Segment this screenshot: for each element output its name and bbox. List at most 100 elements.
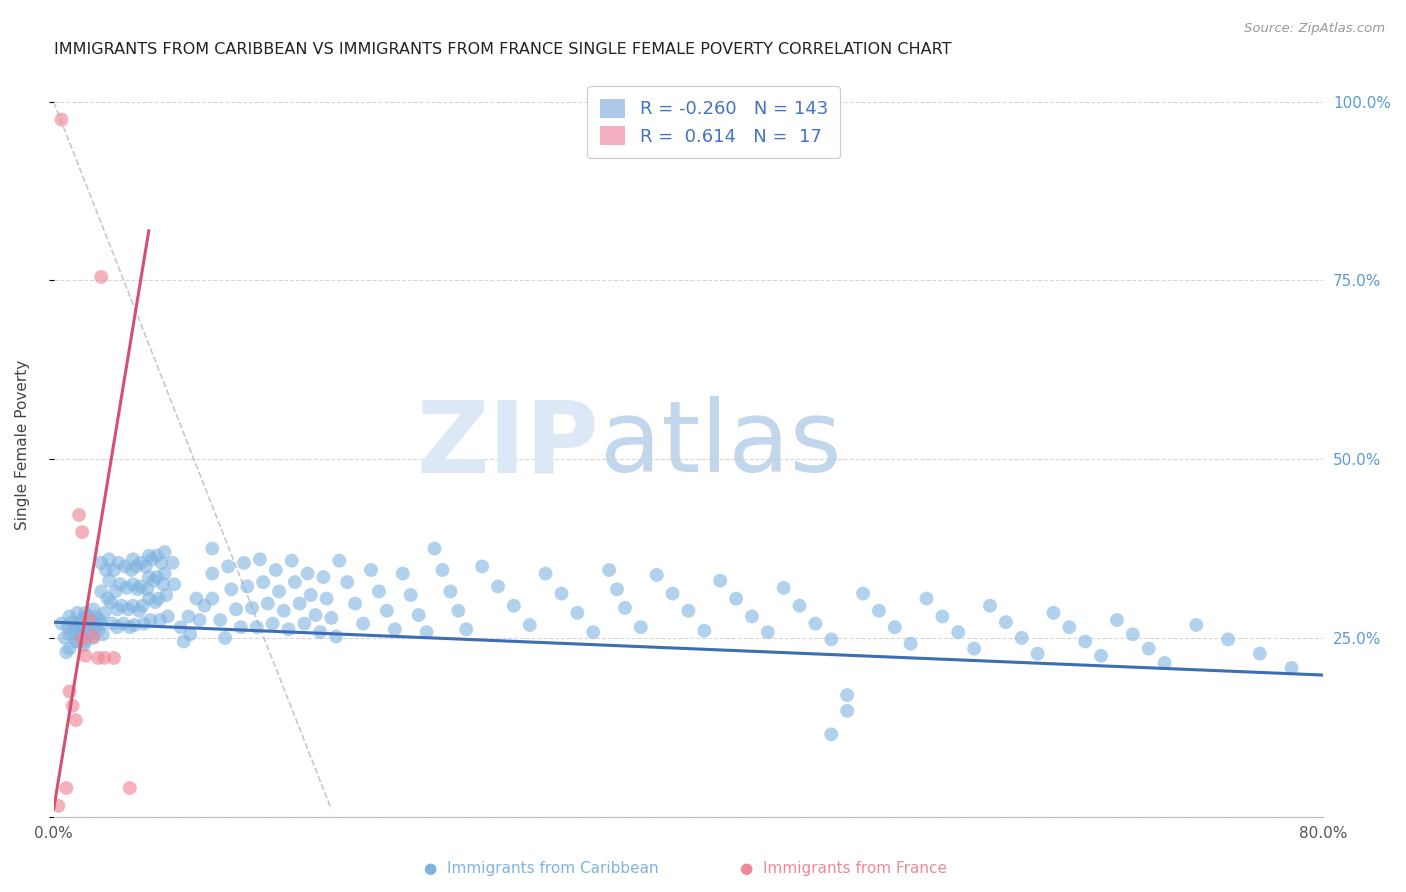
Point	[384, 623, 406, 637]
Point	[120, 563, 142, 577]
Point	[129, 556, 152, 570]
Point	[883, 620, 905, 634]
Point	[606, 582, 628, 597]
Point	[979, 599, 1001, 613]
Point	[900, 637, 922, 651]
Point	[408, 607, 430, 622]
Point	[360, 563, 382, 577]
Point	[193, 599, 215, 613]
Point	[772, 581, 794, 595]
Point	[852, 586, 875, 600]
Point	[146, 570, 169, 584]
Point	[312, 570, 335, 584]
Point	[217, 559, 239, 574]
Point	[66, 634, 89, 648]
Point	[177, 609, 200, 624]
Point	[534, 566, 557, 581]
Point	[62, 698, 84, 713]
Point	[66, 606, 89, 620]
Point	[55, 645, 77, 659]
Point	[948, 625, 970, 640]
Point	[273, 604, 295, 618]
Point	[136, 582, 159, 597]
Y-axis label: Single Female Poverty: Single Female Poverty	[15, 359, 30, 530]
Point	[83, 620, 105, 634]
Point	[567, 606, 589, 620]
Point	[415, 625, 437, 640]
Point	[73, 638, 96, 652]
Point	[221, 582, 243, 597]
Point	[93, 651, 115, 665]
Point	[375, 604, 398, 618]
Point	[225, 602, 247, 616]
Point	[582, 625, 605, 640]
Point	[94, 563, 117, 577]
Point	[280, 554, 302, 568]
Point	[125, 559, 148, 574]
Point	[58, 684, 80, 698]
Point	[107, 556, 129, 570]
Point	[209, 613, 232, 627]
Point	[129, 579, 152, 593]
Point	[114, 559, 136, 574]
Point	[122, 599, 145, 613]
Point	[63, 624, 86, 638]
Text: Source: ZipAtlas.com: Source: ZipAtlas.com	[1244, 22, 1385, 36]
Point	[264, 563, 287, 577]
Point	[138, 570, 160, 584]
Point	[156, 609, 179, 624]
Point	[201, 591, 224, 606]
Point	[236, 579, 259, 593]
Point	[336, 575, 359, 590]
Point	[53, 631, 76, 645]
Point	[110, 577, 132, 591]
Point	[80, 613, 103, 627]
Point	[70, 613, 93, 627]
Point	[98, 574, 121, 588]
Point	[267, 584, 290, 599]
Point	[55, 780, 77, 795]
Point	[613, 600, 636, 615]
Point	[297, 566, 319, 581]
Point	[804, 616, 827, 631]
Point	[103, 563, 125, 577]
Point	[70, 632, 93, 647]
Point	[820, 727, 842, 741]
Point	[439, 584, 461, 599]
Point	[82, 631, 104, 645]
Text: atlas: atlas	[599, 396, 841, 493]
Point	[77, 613, 100, 627]
Point	[75, 648, 97, 663]
Point	[837, 688, 859, 702]
Point	[58, 641, 80, 656]
Point	[90, 584, 112, 599]
Text: ●  Immigrants from France: ● Immigrants from France	[740, 861, 948, 876]
Point	[122, 552, 145, 566]
Point	[91, 627, 114, 641]
Point	[163, 577, 186, 591]
Point	[789, 599, 811, 613]
Point	[1011, 631, 1033, 645]
Point	[58, 609, 80, 624]
Point	[162, 556, 184, 570]
Point	[148, 591, 170, 606]
Point	[97, 591, 120, 606]
Point	[82, 630, 104, 644]
Point	[432, 563, 454, 577]
Point	[186, 591, 208, 606]
Point	[111, 599, 134, 613]
Point	[101, 616, 124, 631]
Point	[1249, 647, 1271, 661]
Point	[118, 780, 141, 795]
Point	[75, 606, 97, 620]
Point	[67, 616, 90, 631]
Point	[117, 602, 139, 616]
Point	[284, 575, 307, 590]
Point	[471, 559, 494, 574]
Point	[257, 597, 280, 611]
Point	[201, 566, 224, 581]
Point	[598, 563, 620, 577]
Point	[399, 588, 422, 602]
Point	[82, 616, 104, 631]
Point	[76, 609, 98, 624]
